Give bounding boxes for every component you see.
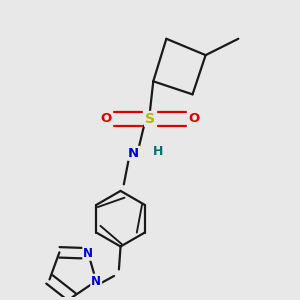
- Text: N: N: [128, 147, 139, 160]
- Text: H: H: [153, 145, 164, 158]
- Text: O: O: [100, 112, 112, 125]
- Text: O: O: [188, 112, 200, 125]
- Text: S: S: [145, 112, 155, 126]
- Text: N: N: [83, 247, 93, 260]
- Text: N: N: [91, 274, 101, 288]
